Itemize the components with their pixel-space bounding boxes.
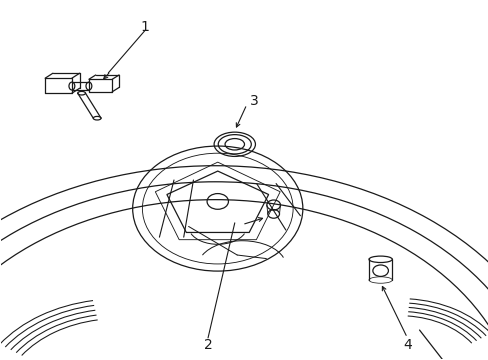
Text: 1: 1 xyxy=(140,20,149,34)
Text: 3: 3 xyxy=(249,94,258,108)
Text: 2: 2 xyxy=(203,338,212,352)
Text: 4: 4 xyxy=(402,338,411,352)
